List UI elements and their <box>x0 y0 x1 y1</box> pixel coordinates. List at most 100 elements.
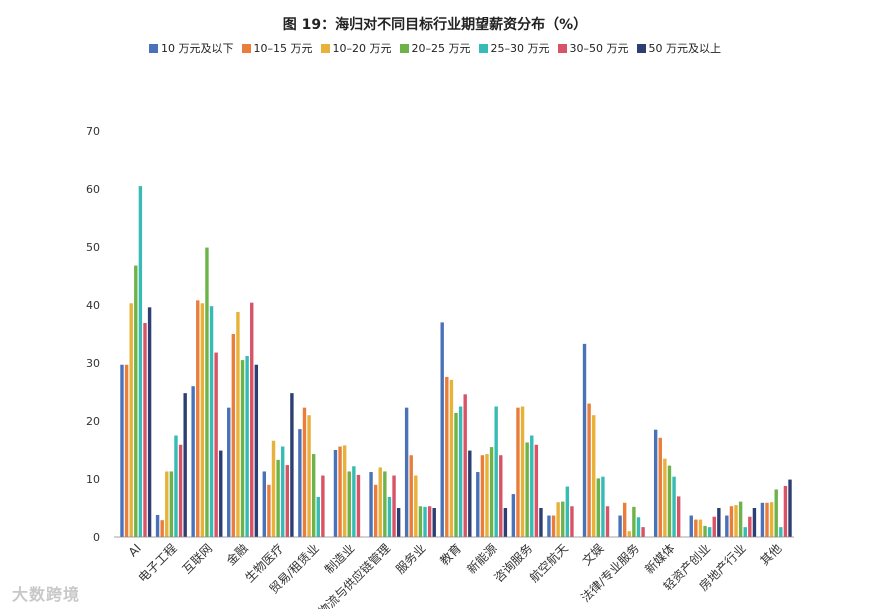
bar <box>703 525 707 537</box>
bar <box>618 515 622 537</box>
bar <box>160 520 164 537</box>
bar <box>570 506 574 537</box>
bar <box>587 403 591 537</box>
legend-swatch <box>636 44 646 53</box>
legend-label: 30–50 万元 <box>569 42 629 55</box>
x-tick-label: 金融 <box>223 541 251 569</box>
bar <box>774 489 778 537</box>
x-tick-label: 其他 <box>757 541 784 568</box>
bar <box>191 386 195 537</box>
bar <box>205 247 209 537</box>
bar <box>307 415 311 537</box>
bar <box>383 471 387 537</box>
watermark-text: 大数跨境 <box>12 585 81 604</box>
bar <box>476 472 480 537</box>
legend-item: 30–50 万元 <box>557 40 629 56</box>
bar <box>605 506 610 537</box>
x-tick-label: AI <box>126 541 144 559</box>
bar <box>748 516 752 537</box>
bar <box>209 306 214 537</box>
bar <box>494 406 498 537</box>
bar <box>454 412 458 537</box>
bar <box>432 508 436 537</box>
legend-item: 10–20 万元 <box>320 40 392 56</box>
bar <box>352 466 356 537</box>
x-tick-label: 咨询服务 <box>491 541 536 586</box>
legend-item: 50 万元及以上 <box>636 40 721 56</box>
bar <box>738 501 743 537</box>
bar <box>689 515 693 537</box>
bar <box>302 407 307 537</box>
legend-label: 10 万元及以下 <box>161 42 234 55</box>
legend-label: 25–30 万元 <box>490 42 550 55</box>
legend-item: 10 万元及以下 <box>149 40 234 56</box>
legend-label: 10–15 万元 <box>253 42 313 55</box>
bar <box>503 508 508 537</box>
bar <box>712 516 716 537</box>
bar <box>178 444 183 537</box>
bar <box>183 393 187 537</box>
bar <box>485 454 489 537</box>
bar <box>396 508 401 537</box>
bar <box>155 514 160 537</box>
bar <box>530 435 534 537</box>
x-tick-label: 互联网 <box>180 541 215 576</box>
bar <box>663 458 667 537</box>
bar <box>392 475 396 537</box>
bar <box>516 407 520 537</box>
bar <box>694 519 698 537</box>
bar <box>174 435 178 537</box>
legend-swatch <box>320 44 330 53</box>
bar <box>622 502 627 537</box>
bar <box>281 446 285 537</box>
x-tick-label: 服务业 <box>392 541 428 577</box>
bar <box>779 527 783 537</box>
bar <box>556 502 560 537</box>
chart-title: 图 19：海归对不同目标行业期望薪资分布（%） <box>282 17 588 33</box>
bar <box>369 472 373 537</box>
y-tick-label: 60 <box>86 183 100 196</box>
bar <box>147 307 152 537</box>
bar <box>427 506 432 537</box>
bar <box>752 508 757 537</box>
bar <box>143 322 147 537</box>
bar <box>285 465 290 537</box>
bar <box>267 484 271 537</box>
bar <box>169 471 174 537</box>
bar <box>423 506 427 537</box>
bar <box>468 450 472 537</box>
legend-swatch <box>241 44 251 53</box>
x-tick-label: 电子工程 <box>135 541 180 586</box>
bar <box>672 476 676 537</box>
legend: 10 万元及以下 10–15 万元 10–20 万元 20–25 万元 25–30 万元… <box>0 40 870 56</box>
bar <box>219 450 223 537</box>
bar <box>165 471 169 537</box>
bar <box>561 501 565 537</box>
bar <box>373 484 378 537</box>
bar <box>596 478 601 537</box>
legend-label: 10–20 万元 <box>332 42 392 55</box>
bar <box>769 502 774 537</box>
y-tick-label: 10 <box>86 473 100 486</box>
bar <box>378 467 382 537</box>
x-tick-label: 教育 <box>437 541 465 569</box>
bar <box>387 496 392 537</box>
bar <box>321 475 325 537</box>
bar <box>414 475 418 537</box>
bar <box>511 494 516 537</box>
bar <box>551 515 556 537</box>
bar <box>676 496 681 537</box>
bar <box>227 407 231 537</box>
bar <box>729 506 734 537</box>
bar <box>338 446 342 537</box>
bar <box>129 303 133 537</box>
bar <box>200 303 205 537</box>
legend-item: 20–25 万元 <box>399 40 471 56</box>
bar <box>707 527 712 537</box>
bar <box>254 364 259 537</box>
bar <box>276 459 280 537</box>
watermark-logo: 大数跨境 <box>12 581 80 605</box>
bar <box>717 508 721 537</box>
bar <box>499 455 503 537</box>
bar <box>582 343 587 537</box>
